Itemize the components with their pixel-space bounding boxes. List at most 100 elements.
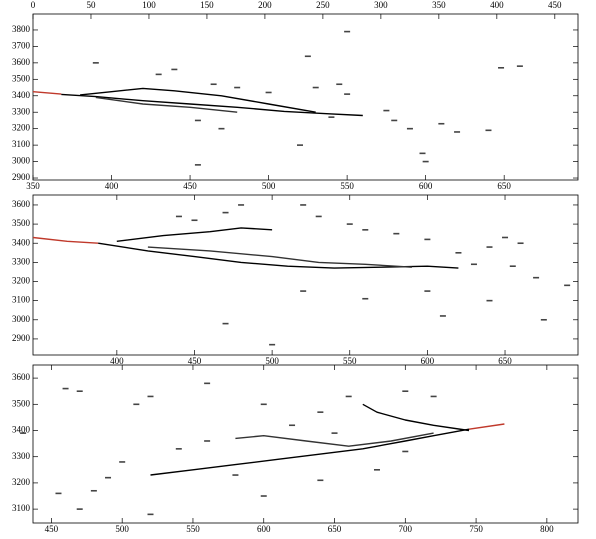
source-streak xyxy=(305,55,311,57)
source-streak xyxy=(402,390,408,392)
channel xyxy=(61,94,363,115)
y-tick-label: 3200 xyxy=(12,123,31,133)
source-streak xyxy=(316,216,322,218)
x-tick-label: 800 xyxy=(540,524,554,534)
plot-frame xyxy=(33,365,578,523)
source-streak xyxy=(517,65,523,67)
source-streak xyxy=(420,153,426,155)
x-tick-label: 450 xyxy=(45,524,59,534)
y-tick-label: 3100 xyxy=(12,295,31,305)
source-streak xyxy=(238,204,244,206)
x-tick-label: 650 xyxy=(497,181,511,191)
source-streak xyxy=(147,396,153,398)
source-streak xyxy=(313,87,319,89)
source-streak xyxy=(55,493,61,495)
source-streak xyxy=(297,144,303,146)
y-tick-label: 3600 xyxy=(12,199,31,209)
x2-tick-label: 200 xyxy=(258,0,272,10)
y-tick-label: 3700 xyxy=(12,40,31,50)
x-tick-label: 450 xyxy=(183,181,197,191)
source-streak xyxy=(133,404,139,406)
source-streak xyxy=(374,469,380,471)
source-streak xyxy=(498,67,504,69)
source-streak xyxy=(176,216,182,218)
source-streak xyxy=(195,164,201,166)
x-tick-label: 650 xyxy=(498,356,512,366)
source-streak xyxy=(438,123,444,125)
y-tick-label: 3300 xyxy=(12,451,31,461)
x2-tick-label: 400 xyxy=(490,0,504,10)
y-tick-label: 3100 xyxy=(12,139,31,149)
channel xyxy=(469,424,504,429)
x-tick-label: 600 xyxy=(421,356,435,366)
source-streak xyxy=(317,411,323,413)
x2-tick-label: 150 xyxy=(200,0,214,10)
source-streak xyxy=(533,277,539,279)
page: {"chart_data": [ {"type": "line", "xlim"… xyxy=(0,0,596,534)
source-streak xyxy=(91,490,97,492)
source-streak xyxy=(518,242,524,244)
source-streak xyxy=(93,62,99,64)
x2-tick-label: 350 xyxy=(432,0,446,10)
x2-tick-label: 0 xyxy=(31,0,36,10)
x2-tick-label: 250 xyxy=(316,0,330,10)
source-streak xyxy=(486,300,492,302)
source-streak xyxy=(300,204,306,206)
source-streak xyxy=(63,388,69,390)
source-streak xyxy=(77,390,83,392)
source-streak xyxy=(147,514,153,516)
y-tick-label: 3000 xyxy=(12,314,31,324)
source-streak xyxy=(393,233,399,235)
x-tick-label: 400 xyxy=(105,181,119,191)
x-tick-label: 550 xyxy=(186,524,200,534)
x-tick-label: 600 xyxy=(419,181,433,191)
source-streak xyxy=(454,131,460,133)
source-streak xyxy=(564,285,570,287)
y-tick-label: 3600 xyxy=(12,372,31,382)
y-tick-label: 3100 xyxy=(12,503,31,513)
source-streak xyxy=(232,474,238,476)
x-tick-label: 500 xyxy=(265,356,279,366)
source-streak xyxy=(176,448,182,450)
source-streak xyxy=(423,161,429,163)
source-streak xyxy=(336,83,342,85)
source-streak xyxy=(269,344,275,346)
source-streak xyxy=(424,239,430,241)
source-streak xyxy=(20,432,26,434)
channel xyxy=(33,238,98,244)
source-streak xyxy=(195,120,201,122)
source-streak xyxy=(171,69,177,71)
x2-tick-label: 300 xyxy=(374,0,388,10)
x-tick-label: 750 xyxy=(469,524,483,534)
panel: 2900300031003200330034003500360037003800… xyxy=(12,0,578,191)
source-streak xyxy=(289,424,295,426)
x-tick-label: 700 xyxy=(399,524,413,534)
x-tick-label: 550 xyxy=(340,181,354,191)
x-tick-label: 550 xyxy=(343,356,357,366)
source-streak xyxy=(266,92,272,94)
source-streak xyxy=(119,461,125,463)
source-streak xyxy=(218,128,224,130)
source-streak xyxy=(223,323,229,325)
y-tick-label: 3500 xyxy=(12,398,31,408)
source-streak xyxy=(204,440,210,442)
source-streak xyxy=(407,128,413,130)
y-tick-label: 3000 xyxy=(12,156,31,166)
x-tick-label: 650 xyxy=(328,524,342,534)
source-streak xyxy=(346,396,352,398)
y-tick-label: 3800 xyxy=(12,24,31,34)
y-tick-label: 3500 xyxy=(12,73,31,83)
source-streak xyxy=(431,396,437,398)
source-streak xyxy=(300,290,306,292)
y-tick-label: 3300 xyxy=(12,106,31,116)
channel xyxy=(33,92,61,94)
source-streak xyxy=(362,229,368,231)
source-streak xyxy=(156,74,162,76)
source-streak xyxy=(440,315,446,317)
plot-frame xyxy=(33,195,578,355)
source-streak xyxy=(402,451,408,453)
y-tick-label: 2900 xyxy=(12,333,31,343)
source-streak xyxy=(317,479,323,481)
